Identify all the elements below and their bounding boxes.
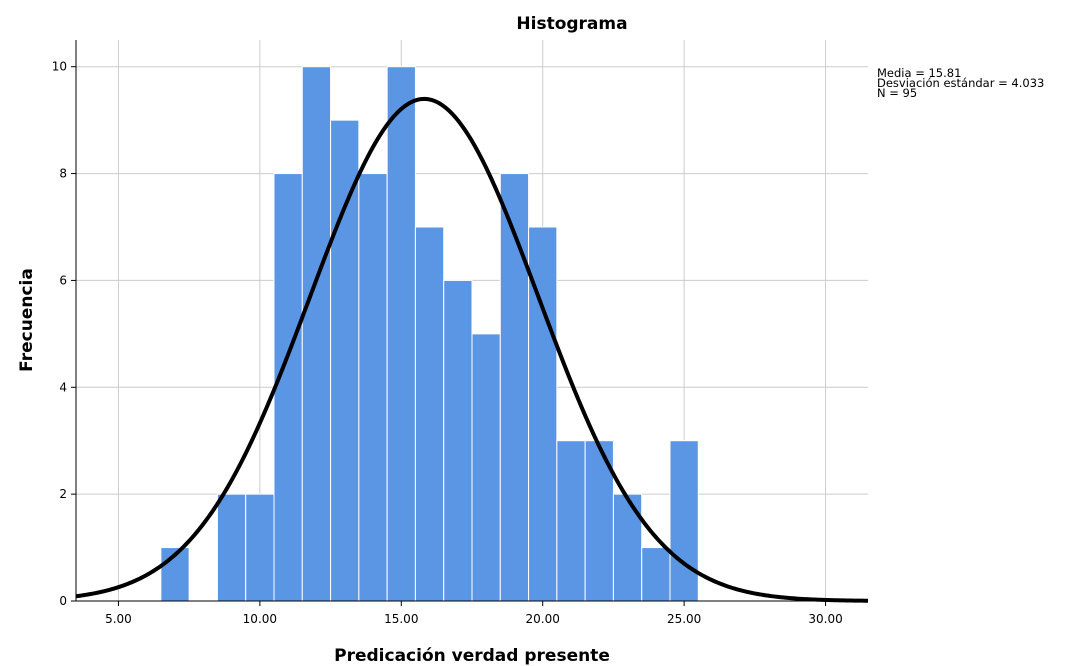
y-tick-label: 10 [52, 60, 67, 74]
histogram-bar [641, 547, 671, 602]
x-tick-label: 15.00 [384, 612, 418, 626]
y-tick-label: 8 [59, 167, 67, 181]
stat-sd: Desviación estándar = 4.033 [877, 76, 1045, 90]
summary-stats: Media = 15.81 Desviación estándar = 4.03… [877, 66, 1045, 100]
histogram-bar [499, 173, 530, 602]
y-tick-label: 0 [59, 594, 67, 608]
x-tick-label: 10.00 [243, 612, 277, 626]
histogram-bar [245, 493, 275, 602]
histogram-bar [301, 66, 332, 602]
histogram-bars [160, 66, 699, 602]
x-axis-label: Predicación verdad presente [334, 646, 610, 666]
histogram-bar [216, 493, 247, 602]
y-tick-label: 2 [59, 487, 67, 501]
histogram-bar [556, 440, 586, 602]
histogram-bar [414, 226, 445, 602]
x-tick-label: 5.00 [105, 612, 132, 626]
x-tick-label: 30.00 [808, 612, 842, 626]
stat-n: N = 95 [877, 86, 918, 100]
y-axis-label: Frecuencia [17, 268, 37, 372]
histogram-bar [443, 279, 473, 602]
histogram-bar [330, 119, 360, 602]
tick-labels: 5.00 10.00 15.00 20.00 25.00 30.00 0 2 4 6 8 10 [52, 60, 843, 626]
histogram-bar [358, 173, 388, 602]
histogram-bar [669, 440, 699, 602]
histogram-bar [471, 333, 501, 602]
chart-title: Histograma [516, 14, 627, 34]
histogram-bar [386, 66, 416, 602]
y-tick-label: 6 [59, 273, 67, 287]
y-tick-label: 4 [59, 380, 67, 394]
histogram-bar [273, 173, 303, 602]
histogram-bar [528, 226, 558, 602]
normal-curve [75, 96, 869, 603]
normal-curve-layer [75, 96, 869, 603]
x-tick-label: 20.00 [526, 612, 560, 626]
stat-mean: Media = 15.81 [877, 66, 962, 80]
x-tick-label: 25.00 [667, 612, 701, 626]
axes [75, 40, 868, 602]
